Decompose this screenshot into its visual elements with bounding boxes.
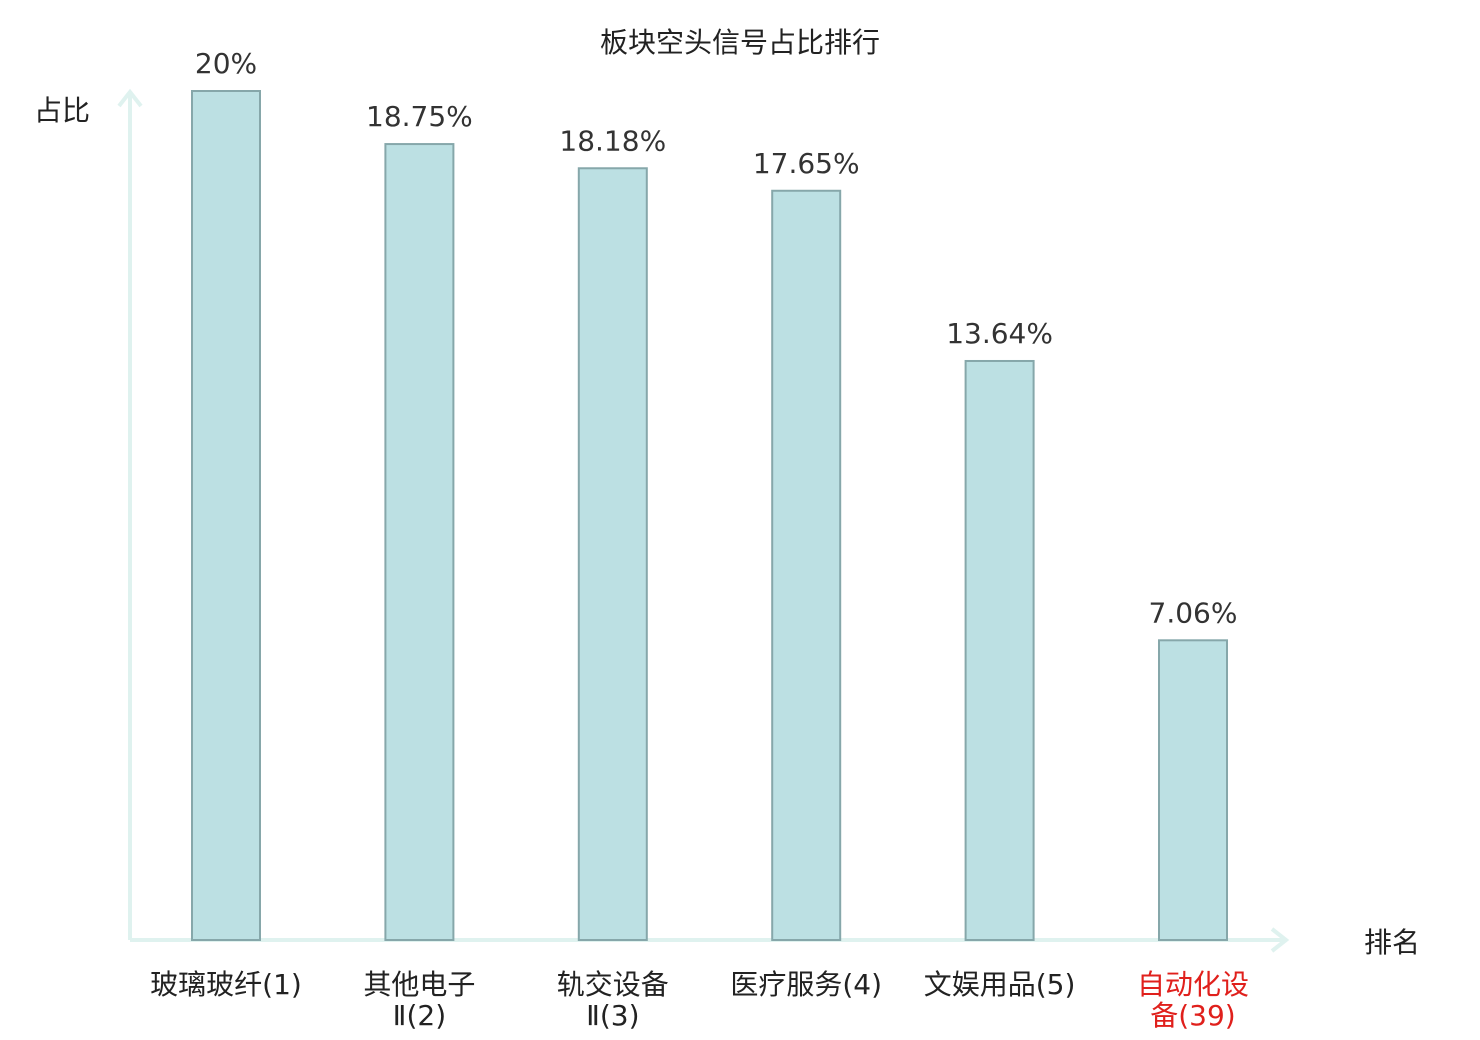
bar-1	[191, 90, 261, 941]
bar-2	[384, 143, 455, 941]
bar-3	[577, 167, 648, 942]
value-label-6: 7.06%	[1149, 596, 1238, 629]
x-axis-label: 排名	[1364, 926, 1420, 959]
y-axis-arrow	[117, 88, 143, 108]
y-axis-label: 占比	[34, 94, 90, 127]
bar-4	[771, 189, 842, 941]
bar-6	[1158, 639, 1228, 941]
category-label-3-line-2: Ⅱ(3)	[586, 999, 639, 1032]
category-label-4-line-1: 医疗服务(4)	[730, 968, 882, 1001]
bars-group	[191, 90, 1228, 942]
category-label-2-line-1: 其他电子	[363, 968, 475, 1001]
value-label-1: 20%	[195, 47, 257, 80]
value-label-5: 13.64%	[946, 317, 1053, 350]
category-label-5-line-1: 文娱用品(5)	[924, 968, 1076, 1001]
x-axis-arrow	[1270, 927, 1290, 953]
category-label-2-line-2: Ⅱ(2)	[393, 999, 446, 1032]
value-label-4: 17.65%	[753, 147, 860, 180]
category-label-6-line-1: 自动化设	[1137, 968, 1249, 1001]
value-label-3: 18.18%	[559, 124, 666, 157]
bar-5	[964, 359, 1035, 941]
category-label-3-line-1: 轨交设备	[557, 968, 669, 1001]
category-label-6-line-2: 备(39)	[1150, 999, 1235, 1032]
value-labels-group: 20% 18.75% 18.18% 17.65% 13.64% 7.06%	[195, 47, 1238, 629]
chart-title: 板块空头信号占比排行	[600, 26, 880, 59]
category-label-1-line-1: 玻璃玻纤(1)	[150, 968, 302, 1001]
value-label-2: 18.75%	[366, 100, 473, 133]
